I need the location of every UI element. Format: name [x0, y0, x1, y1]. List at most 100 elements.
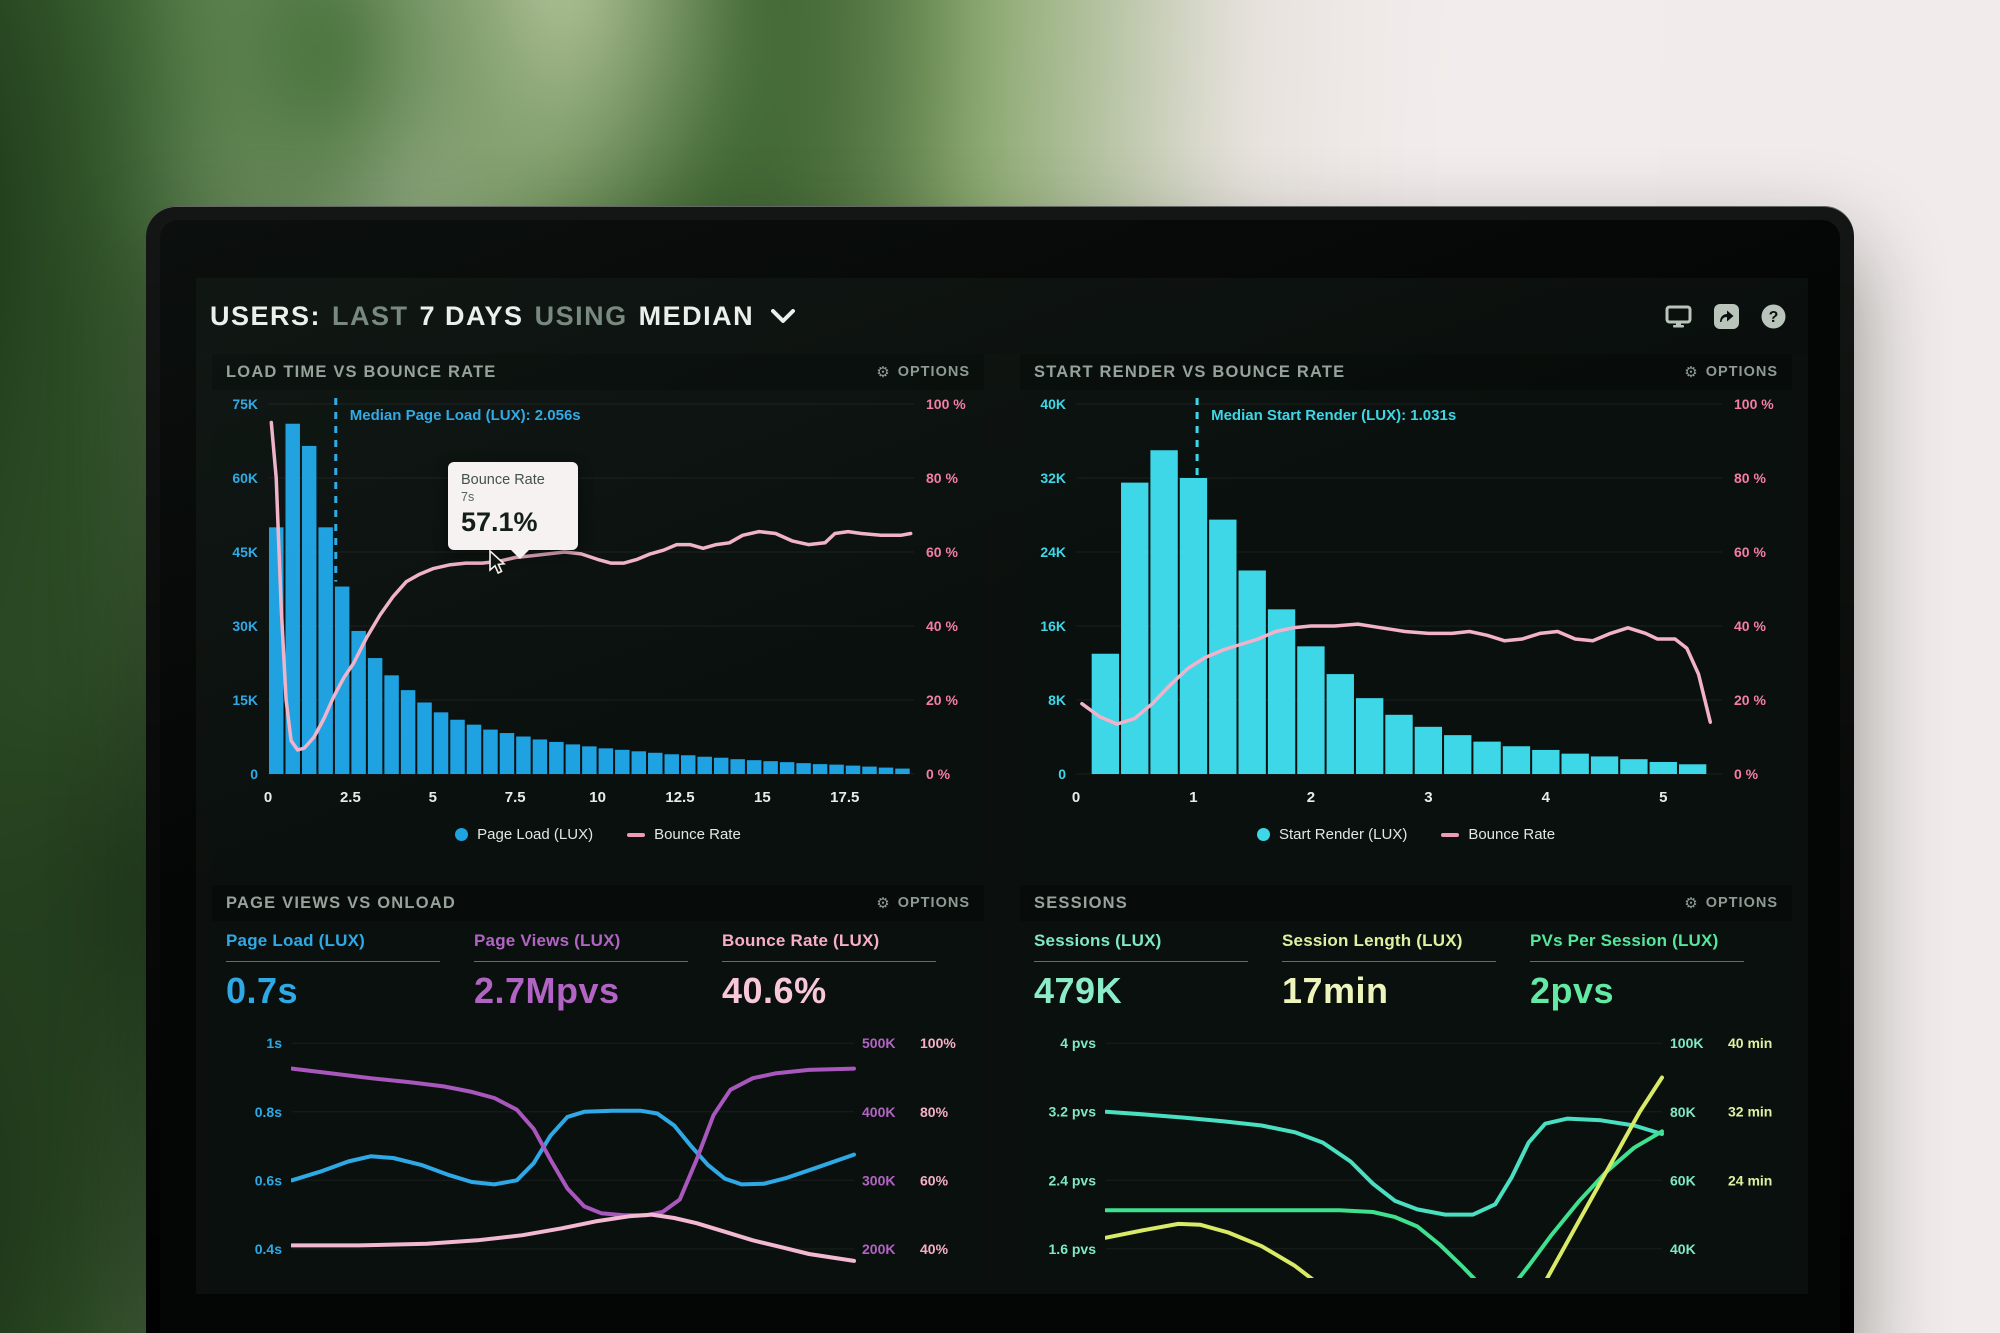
svg-text:80 %: 80 %	[1734, 470, 1766, 486]
svg-text:20 %: 20 %	[926, 692, 958, 708]
svg-text:2.5: 2.5	[340, 789, 361, 806]
svg-text:100K: 100K	[1670, 1035, 1703, 1051]
analytics-dashboard: USERS: LAST 7 DAYS USING MEDIAN	[196, 278, 1808, 1294]
panel-grid: LOAD TIME VS BOUNCE RATE ⚙ OPTIONS 75K 60…	[196, 354, 1808, 1282]
load-time-histogram-chart: 75K 60K 45K 30K 15K 0 100 % 80 % 60 % 40 % 20 % 0 %…	[232, 396, 966, 806]
svg-text:5: 5	[429, 789, 437, 806]
svg-text:0.4s: 0.4s	[255, 1241, 282, 1257]
svg-text:400K: 400K	[862, 1104, 895, 1120]
help-icon[interactable]: ?	[1761, 304, 1786, 329]
svg-text:0 %: 0 %	[1734, 766, 1759, 782]
legend-line-marker	[1441, 832, 1460, 837]
svg-text:17.5: 17.5	[830, 789, 859, 806]
svg-text:Median Page Load (LUX): 2.056s: Median Page Load (LUX): 2.056s	[350, 407, 581, 424]
svg-text:100 %: 100 %	[1734, 396, 1774, 412]
panel-title: PAGE VIEWS VS ONLOAD	[226, 893, 456, 912]
legend-item[interactable]: Bounce Rate	[1441, 826, 1555, 843]
svg-text:500K: 500K	[862, 1035, 895, 1051]
svg-text:80%: 80%	[920, 1104, 949, 1120]
svg-text:Median Start Render (LUX): 1.0: Median Start Render (LUX): 1.031s	[1211, 407, 1456, 424]
svg-text:3: 3	[1424, 789, 1432, 806]
svg-text:80K: 80K	[1670, 1104, 1696, 1120]
gear-icon: ⚙	[876, 363, 891, 381]
title-segment: USING	[534, 300, 628, 331]
svg-text:100 %: 100 %	[926, 396, 966, 412]
start-render-histogram-chart: 40K 32K 24K 16K 8K 0 100 % 80 % 60 % 40 % 20 % 0 % 0…	[1040, 396, 1774, 806]
svg-text:40 min: 40 min	[1728, 1035, 1772, 1051]
options-button[interactable]: ⚙ OPTIONS	[876, 364, 970, 380]
options-label: OPTIONS	[897, 895, 970, 911]
svg-text:1.6 pvs: 1.6 pvs	[1049, 1241, 1097, 1257]
svg-text:?: ?	[1769, 309, 1779, 326]
chart-legend: Page Load (LUX) Bounce Rate	[212, 826, 984, 843]
laptop-frame: USERS: LAST 7 DAYS USING MEDIAN	[146, 206, 1854, 1333]
legend-item[interactable]: Page Load (LUX)	[455, 826, 593, 843]
svg-text:24 min: 24 min	[1728, 1172, 1772, 1188]
share-icon[interactable]	[1714, 303, 1739, 329]
title-segment: LAST	[332, 300, 409, 331]
svg-text:15: 15	[754, 789, 771, 806]
svg-text:7.5: 7.5	[505, 789, 526, 806]
svg-text:32K: 32K	[1040, 470, 1066, 486]
legend-item[interactable]: Start Render (LUX)	[1256, 826, 1407, 843]
svg-text:200K: 200K	[862, 1241, 895, 1257]
tooltip-x-value: 7s	[461, 490, 475, 504]
gear-icon: ⚙	[876, 894, 891, 912]
header-actions: ?	[1665, 303, 1786, 329]
panel-title: LOAD TIME VS BOUNCE RATE	[226, 362, 497, 381]
gear-icon: ⚙	[1684, 363, 1699, 381]
title-segment: MEDIAN	[638, 300, 755, 331]
svg-text:4: 4	[1542, 789, 1551, 806]
panel-page-views-vs-onload: PAGE VIEWS VS ONLOAD ⚙ OPTIONS Page Load…	[212, 885, 984, 1282]
svg-text:40K: 40K	[1670, 1241, 1696, 1257]
options-button[interactable]: ⚙ OPTIONS	[1684, 364, 1778, 380]
panel-title: START RENDER VS BOUNCE RATE	[1034, 362, 1346, 381]
page-views-line-chart: 1s 0.8s 0.6s 0.4s 500K 400K 300K 200K 100% 80% 60%…	[255, 1035, 956, 1263]
panel-start-render-vs-bounce-rate: START RENDER VS BOUNCE RATE ⚙ OPTIONS 4 0…	[1020, 354, 1792, 875]
gear-icon: ⚙	[1684, 894, 1699, 912]
panel-load-time-vs-bounce-rate: LOAD TIME VS BOUNCE RATE ⚙ OPTIONS 75K 60…	[212, 354, 984, 875]
svg-text:30K: 30K	[232, 618, 258, 634]
svg-text:0: 0	[1058, 766, 1066, 782]
options-label: OPTIONS	[897, 364, 970, 380]
metric-page-load: Page Load (LUX) 0.7s	[226, 931, 474, 1012]
svg-text:75K: 75K	[232, 396, 258, 412]
svg-text:3.2 pvs: 3.2 pvs	[1049, 1104, 1097, 1120]
svg-text:10: 10	[589, 789, 606, 806]
chart-legend: Start Render (LUX) Bounce Rate	[1020, 826, 1792, 843]
svg-text:0: 0	[250, 766, 258, 782]
svg-text:2.4 pvs: 2.4 pvs	[1049, 1172, 1097, 1188]
svg-text:0.8s: 0.8s	[255, 1104, 282, 1120]
legend-dot-marker	[1256, 828, 1270, 841]
svg-text:0 %: 0 %	[926, 766, 951, 782]
laptop-screen: USERS: LAST 7 DAYS USING MEDIAN	[160, 220, 1840, 1333]
svg-text:24K: 24K	[1040, 544, 1066, 560]
svg-text:0: 0	[1072, 789, 1080, 806]
legend-line-marker	[627, 832, 646, 837]
svg-text:100%: 100%	[920, 1035, 956, 1051]
metric-page-views: Page Views (LUX) 2.7Mpvs	[474, 931, 722, 1012]
dashboard-header: USERS: LAST 7 DAYS USING MEDIAN	[196, 278, 1808, 354]
options-button[interactable]: ⚙ OPTIONS	[876, 895, 970, 911]
svg-text:300K: 300K	[862, 1172, 895, 1188]
metric-session-length: Session Length (LUX) 17min	[1282, 931, 1530, 1012]
dashboard-title-dropdown[interactable]: USERS: LAST 7 DAYS USING MEDIAN	[210, 300, 796, 332]
metric-bounce-rate: Bounce Rate (LUX) 40.6%	[722, 931, 970, 1012]
options-label: OPTIONS	[1705, 364, 1778, 380]
svg-text:20 %: 20 %	[1734, 692, 1766, 708]
mouse-cursor	[488, 549, 510, 581]
panel-title: SESSIONS	[1034, 893, 1128, 912]
options-button[interactable]: ⚙ OPTIONS	[1684, 895, 1778, 911]
legend-item[interactable]: Bounce Rate	[627, 826, 741, 843]
svg-text:60K: 60K	[1670, 1172, 1696, 1188]
svg-text:60 %: 60 %	[926, 544, 958, 560]
svg-text:40 %: 40 %	[926, 618, 958, 634]
svg-text:60 %: 60 %	[1734, 544, 1766, 560]
display-icon[interactable]	[1665, 304, 1692, 329]
svg-text:12.5: 12.5	[665, 789, 694, 806]
svg-text:40%: 40%	[920, 1241, 949, 1257]
metric-row: Page Load (LUX) 0.7s Page Views (LUX) 2.…	[212, 921, 984, 1012]
svg-text:2: 2	[1307, 789, 1315, 806]
svg-text:60K: 60K	[232, 470, 258, 486]
